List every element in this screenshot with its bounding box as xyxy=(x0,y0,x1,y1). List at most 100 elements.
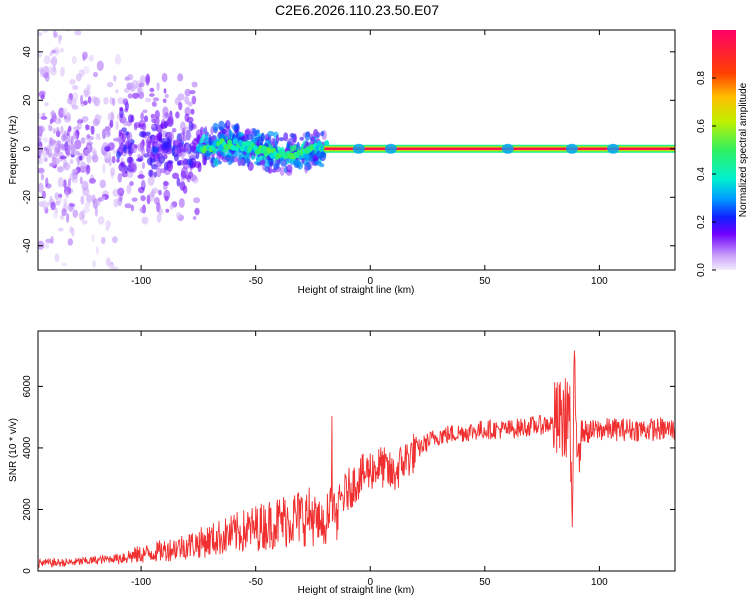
spectrogram-cell xyxy=(38,157,44,165)
spectrogram-cell xyxy=(183,158,189,165)
y-tick-label: 0 xyxy=(22,568,33,574)
spectrogram-cell xyxy=(245,140,251,147)
spectrogram-cell xyxy=(238,158,244,165)
spectrogram-cell xyxy=(176,160,182,166)
spectrogram-cell xyxy=(99,179,107,189)
spectrogram-cell xyxy=(218,120,225,131)
spectrogram-cell xyxy=(77,118,82,125)
spectrogram-cell xyxy=(204,150,212,157)
spectrogram-cell xyxy=(71,104,79,110)
spectrogram-cell xyxy=(194,207,200,216)
spectrogram-cell xyxy=(40,173,45,181)
spectrogram-cell xyxy=(38,240,45,250)
spectrogram-cell xyxy=(38,91,46,98)
spectrogram-cell xyxy=(91,148,97,155)
spectrogram-cell xyxy=(75,73,82,82)
spectrogram-cell xyxy=(70,135,74,145)
spectrogram-cell xyxy=(42,112,46,117)
spectrogram-cell xyxy=(61,208,67,217)
spectrogram-cell xyxy=(178,198,185,208)
spectrogram-cell xyxy=(203,155,207,166)
spectrogram-cell xyxy=(162,98,167,104)
spectrogram-cell xyxy=(58,227,64,232)
spectrogram-cell xyxy=(117,187,125,197)
spectrogram-cell xyxy=(177,73,184,82)
spectrogram-cell xyxy=(38,32,43,37)
spectrogram-cell xyxy=(119,148,123,153)
spectrogram-cell xyxy=(130,142,134,147)
spectrogram-cell xyxy=(161,72,168,83)
spectrogram-cell xyxy=(192,216,197,220)
spectrogram-cell xyxy=(241,141,247,148)
spectrogram-cell xyxy=(80,137,86,144)
spectrogram-cell xyxy=(143,115,149,123)
spectrogram-cell xyxy=(144,136,151,142)
spectrogram-cell xyxy=(53,46,60,56)
spectrogram-cell xyxy=(119,106,124,112)
spectrogram-cell xyxy=(190,145,196,153)
spectrogram-cell xyxy=(159,155,164,162)
spectrogram-cell xyxy=(40,116,48,120)
spectrogram-cell xyxy=(84,202,91,208)
carrier-blob xyxy=(501,143,514,154)
spectrogram-cell xyxy=(180,147,188,152)
spectrogram-cell xyxy=(117,195,123,207)
spectrogram-cell xyxy=(140,112,144,121)
spectrogram-cell xyxy=(66,213,70,223)
spectrogram-cell xyxy=(45,177,49,187)
snr-panel: -100 -50 0 50 100 0 2000 4000 6000 Height of str… xyxy=(8,330,676,596)
spectrogram-cell xyxy=(213,157,220,167)
spectrogram-cell xyxy=(57,177,64,188)
spectrogram-cell xyxy=(79,211,85,221)
x-tick-label: 0 xyxy=(367,577,373,588)
spectrogram-cell xyxy=(167,115,171,126)
spectrogram-cell xyxy=(54,117,62,125)
spectrogram-cell xyxy=(204,125,208,136)
spectrogram-cell xyxy=(112,236,118,244)
spectrogram-cell xyxy=(155,124,163,133)
spectrogram-cell xyxy=(127,93,133,99)
spectrogram-cell xyxy=(194,161,202,168)
spectrogram-cell xyxy=(125,131,129,136)
spectrogram-cell xyxy=(309,133,314,140)
colorbar-tick-label: 0.0 xyxy=(696,263,707,277)
spectrogram-cell xyxy=(184,113,190,122)
spectrogram-cell xyxy=(112,97,116,107)
spectrogram-cell xyxy=(320,130,325,137)
spectrogram-cell xyxy=(121,127,127,133)
spectrogram-cell xyxy=(94,206,98,217)
spectrogram-cell xyxy=(102,128,110,135)
spectrogram-cell xyxy=(171,128,177,133)
spectrogram-cell xyxy=(124,108,129,113)
spectrogram-cell xyxy=(262,145,267,152)
spectrogram-cell xyxy=(145,139,149,148)
spectrogram-cell xyxy=(276,134,279,144)
spectrogram-cell xyxy=(150,158,156,163)
spectrogram-cell xyxy=(75,150,80,156)
spectrogram-cell xyxy=(259,159,266,165)
y-tick-label: 2000 xyxy=(22,498,33,521)
spectrogram-cell xyxy=(38,126,45,133)
spectrogram-axes: -100 -50 0 50 100 -40 -20 0 20 40 xyxy=(22,30,675,287)
spectrogram-cell xyxy=(255,156,260,163)
x-tick-label: 50 xyxy=(479,577,491,588)
spectrogram-cell xyxy=(76,122,82,130)
spectrogram-cell xyxy=(252,128,257,134)
spectrogram-cell xyxy=(54,207,58,214)
spectrogram-cell xyxy=(127,74,134,81)
x-tick-label: -50 xyxy=(248,276,263,287)
carrier-blob xyxy=(565,143,578,154)
spectrogram-cell xyxy=(244,128,251,135)
spectrogram-cell xyxy=(145,145,153,154)
spectrogram-cell xyxy=(225,154,232,162)
spectrogram-cell xyxy=(304,131,311,141)
spectrogram-cell xyxy=(141,216,149,225)
spectrogram-cell xyxy=(110,167,116,176)
spectrogram-cell xyxy=(109,119,114,128)
spectrogram-cell xyxy=(123,144,128,154)
spectrogram-cell xyxy=(182,185,188,194)
spectrogram-cell xyxy=(191,81,198,88)
spectrogram-cell xyxy=(227,139,233,146)
y-tick-label: 40 xyxy=(22,46,33,58)
spectrogram-cell xyxy=(117,173,123,183)
